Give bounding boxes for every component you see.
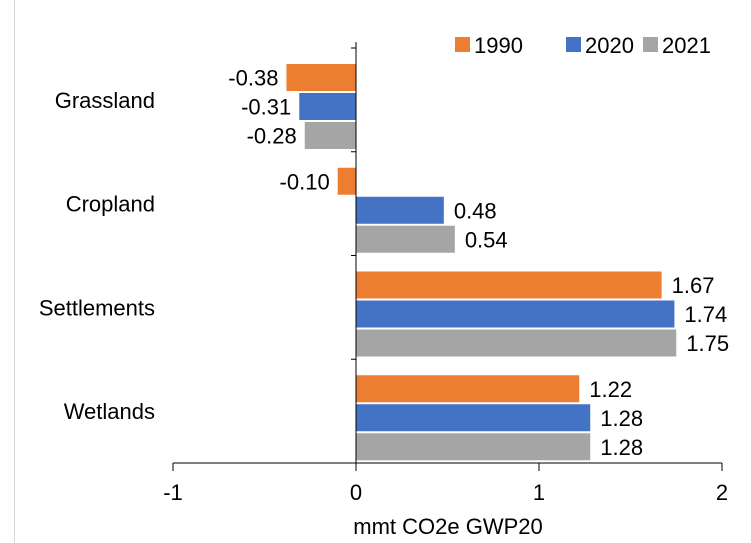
- x-tick-label-1: 1: [533, 480, 545, 505]
- bar-grassland-2020: [299, 93, 356, 120]
- x-tick-label-1: -1: [163, 480, 183, 505]
- bar-settlements-2020: [356, 300, 675, 328]
- legend-swatch-2021: [643, 37, 658, 52]
- legend-label-1990: 1990: [474, 33, 523, 58]
- data-label-cropland-2021: 0.54: [465, 227, 508, 252]
- data-label-cropland-2020: 0.48: [454, 198, 497, 223]
- left-border-line: [14, 0, 15, 543]
- bar-settlements-1990: [356, 271, 662, 299]
- bar-grassland-2021: [304, 122, 356, 149]
- category-label-settlements: Settlements: [39, 295, 155, 320]
- category-label-wetlands: Wetlands: [64, 399, 155, 424]
- data-label-cropland-1990: -0.10: [280, 169, 330, 194]
- data-label-wetlands-2020: 1.28: [600, 406, 643, 431]
- bar-grassland-1990: [286, 64, 356, 91]
- data-label-settlements-2020: 1.74: [684, 302, 727, 327]
- data-label-grassland-1990: -0.38: [228, 66, 278, 91]
- category-label-grassland: Grassland: [55, 88, 155, 113]
- x-tick-label-0: 0: [350, 480, 362, 505]
- bar-wetlands-1990: [356, 375, 580, 403]
- legend-swatch-1990: [455, 37, 470, 52]
- bar-cropland-1990: [337, 167, 356, 195]
- data-label-grassland-2021: -0.28: [247, 124, 297, 149]
- category-label-cropland: Cropland: [66, 192, 155, 217]
- legend-label-2020: 2020: [585, 33, 634, 58]
- data-label-wetlands-2021: 1.28: [600, 435, 643, 460]
- data-label-wetlands-1990: 1.22: [589, 377, 632, 402]
- legend-label-2021: 2021: [662, 33, 711, 58]
- bar-wetlands-2021: [356, 433, 591, 461]
- x-tick-label-2: 2: [716, 480, 728, 505]
- bar-wetlands-2020: [356, 404, 591, 432]
- data-label-grassland-2020: -0.31: [241, 95, 291, 120]
- bar-settlements-2021: [356, 329, 677, 357]
- bar-cropland-2021: [356, 225, 455, 253]
- x-axis-title: mmt CO2e GWP20: [353, 514, 542, 539]
- bar-cropland-2020: [356, 196, 444, 224]
- legend-swatch-2020: [566, 37, 581, 52]
- data-label-settlements-2021: 1.75: [686, 331, 729, 356]
- data-label-settlements-1990: 1.67: [672, 273, 715, 298]
